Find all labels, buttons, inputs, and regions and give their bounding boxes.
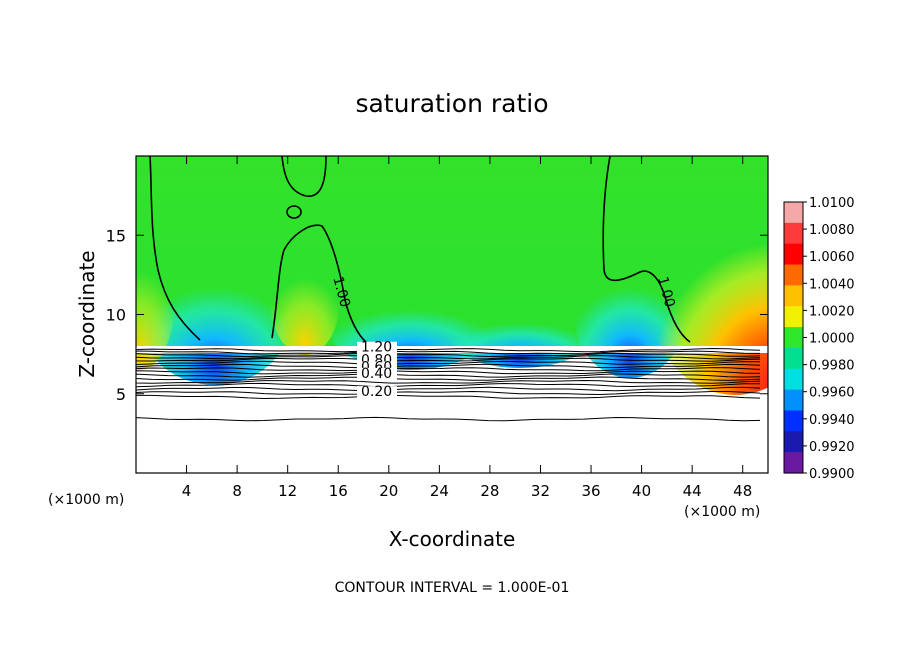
chart-title: saturation ratio xyxy=(355,89,548,118)
x-tick-label: 48 xyxy=(733,482,752,500)
contour-line xyxy=(136,360,761,366)
colorbar: 1.0100 1.0080 1.0060 1.0040 1.0020 1.0000 0.99… xyxy=(783,196,855,482)
contour-labels: 1.00 1.001.200.800.600.400.20 xyxy=(329,275,677,400)
colorbar-label: 1.0000 xyxy=(809,332,855,347)
colorbar-label: 0.9920 xyxy=(809,440,855,455)
warm-region-mid xyxy=(270,245,340,355)
boundary-strip xyxy=(136,346,768,353)
contour-label-bg xyxy=(356,367,397,381)
contour-line xyxy=(136,357,761,362)
contour-line xyxy=(136,382,761,388)
x-tick-label: 4 xyxy=(182,482,192,500)
colorbar-segment xyxy=(784,389,803,412)
y-tick-label: 10 xyxy=(106,306,126,325)
contour-label: 1.20 xyxy=(361,340,392,356)
x-tick-label: 28 xyxy=(480,482,499,500)
x-tick-label: 44 xyxy=(683,482,702,500)
contour-label: 0.20 xyxy=(361,384,392,400)
contour-lines-lower xyxy=(136,347,761,422)
contour-interval-note: CONTOUR INTERVAL = 1.000E-01 xyxy=(335,580,570,596)
colorbar-segment xyxy=(784,285,803,307)
warm-region-left xyxy=(136,230,175,370)
contour-line xyxy=(136,373,761,378)
contour-label: 1.00 xyxy=(329,275,353,309)
x-axis-ticks: 4 8 12 16 20 24 28 32 36 40 44 48 xyxy=(182,156,752,500)
contour-line xyxy=(136,390,761,396)
x-tick-label: 32 xyxy=(531,482,550,500)
x-unit-left: (×1000 m) xyxy=(48,492,124,508)
colorbar-segment xyxy=(784,222,803,245)
y-axis-label: Z-coordinate xyxy=(75,250,99,377)
colorbar-label: 0.9900 xyxy=(809,467,855,482)
colorbar-label: 1.0020 xyxy=(809,304,855,319)
y-tick-label: 15 xyxy=(106,226,126,245)
x-tick-label: 36 xyxy=(581,482,600,500)
colorbar-label: 1.0100 xyxy=(809,196,855,211)
contour-line xyxy=(136,379,761,384)
colorbar-segment xyxy=(784,264,803,286)
x-tick-label: 40 xyxy=(632,482,651,500)
contour-line xyxy=(136,394,761,400)
contour-line xyxy=(136,355,761,360)
y-axis-ticks: 5 10 15 xyxy=(106,226,768,404)
colorbar-label: 0.9940 xyxy=(809,413,855,428)
contour-line xyxy=(136,376,761,381)
contour-line xyxy=(136,350,761,355)
contour-line xyxy=(136,352,761,358)
plot-area xyxy=(136,156,768,473)
colorbar-label: 1.0060 xyxy=(809,250,855,265)
contour-label: 1.00 xyxy=(654,275,678,309)
contour-line xyxy=(136,347,761,353)
contour-1-00-right xyxy=(602,156,691,343)
colorbar-label: 0.9960 xyxy=(809,386,855,401)
x-tick-label: 8 xyxy=(232,482,242,500)
x-tick-label: 24 xyxy=(430,482,449,500)
colorbar-label: 0.9980 xyxy=(809,359,855,374)
contour-line xyxy=(136,416,761,422)
colorbar-segment xyxy=(784,368,803,391)
colorbar-segment xyxy=(784,243,803,266)
contour-label: 0.40 xyxy=(361,366,392,382)
colorbar-segment xyxy=(784,202,803,224)
x-tick-label: 20 xyxy=(379,482,398,500)
contour-1-00-left xyxy=(149,156,367,343)
colorbar-label: 1.0040 xyxy=(809,277,855,292)
colorbar-label: 1.0080 xyxy=(809,223,855,238)
colorbar-segment xyxy=(784,452,803,474)
colorbar-segment xyxy=(784,347,803,370)
contour-line xyxy=(136,386,761,392)
colorbar-segment xyxy=(784,306,803,328)
contour-line xyxy=(136,367,761,372)
colorbar-segment xyxy=(784,410,803,432)
contour-line xyxy=(136,370,761,375)
x-axis-label: X-coordinate xyxy=(389,527,516,551)
x-unit-right: (×1000 m) xyxy=(684,504,760,520)
x-tick-label: 12 xyxy=(278,482,297,500)
colorbar-segment xyxy=(784,431,803,453)
contour-island xyxy=(286,205,302,219)
colorbar-segment xyxy=(784,327,803,349)
x-tick-label: 16 xyxy=(329,482,348,500)
contour-1-00-cap xyxy=(281,156,327,197)
contour-line xyxy=(136,363,761,369)
contour-label-bg xyxy=(356,386,397,400)
contour-label-bg xyxy=(356,341,397,355)
y-tick-label: 5 xyxy=(116,385,126,404)
